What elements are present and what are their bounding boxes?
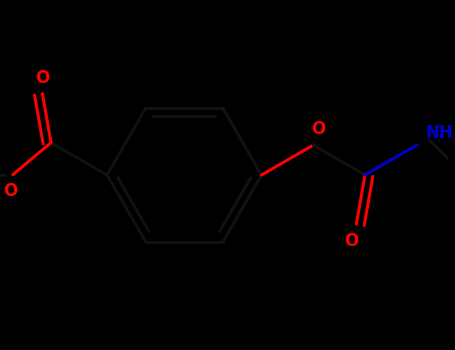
Text: O: O (3, 182, 17, 199)
Text: O: O (311, 120, 325, 138)
Text: O: O (35, 69, 50, 87)
Text: NH: NH (425, 124, 453, 142)
Text: O: O (344, 232, 359, 251)
